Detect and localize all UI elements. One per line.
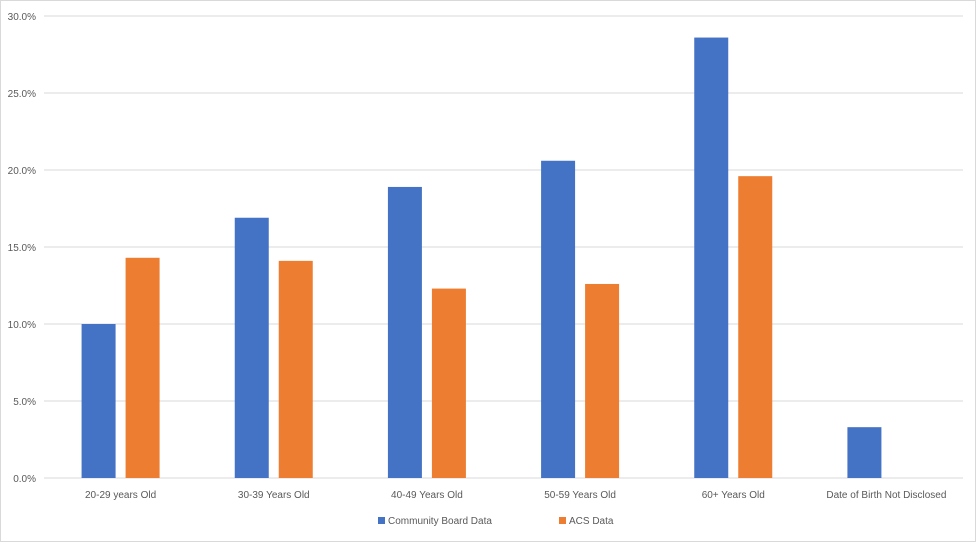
x-category-label: 30-39 Years Old (238, 490, 310, 501)
y-tick-label: 30.0% (8, 12, 36, 23)
legend-swatch (378, 517, 385, 524)
y-tick-label: 25.0% (8, 89, 36, 100)
x-category-label: 40-49 Years Old (391, 490, 463, 501)
legend-swatch (559, 517, 566, 524)
community-board-bar (541, 160, 576, 478)
x-category-label: 50-59 Years Old (544, 490, 616, 501)
y-tick-label: 0.0% (13, 474, 36, 485)
y-tick-label: 20.0% (8, 166, 36, 177)
y-tick-label: 10.0% (8, 320, 36, 331)
community-board-bar (847, 427, 882, 478)
y-tick-label: 15.0% (8, 243, 36, 254)
bars (81, 37, 882, 479)
legend: Community Board Data ACS Data (378, 516, 614, 527)
acs-bar (585, 283, 620, 478)
gridlines (44, 15, 963, 479)
acs-bar (431, 288, 466, 478)
y-tick-label: 5.0% (13, 397, 36, 408)
legend-label: ACS Data (569, 516, 614, 527)
community-board-bar (234, 217, 269, 479)
acs-bar (278, 260, 313, 478)
x-category-label: Date of Birth Not Disclosed (826, 490, 946, 501)
acs-bar (738, 176, 773, 478)
community-board-bar (694, 37, 729, 479)
legend-label: Community Board Data (388, 516, 492, 527)
acs-bar (125, 257, 160, 478)
y-axis-ticks: 0.0% 5.0% 10.0% 15.0% 20.0% 25.0% 30.0% (8, 12, 36, 485)
community-board-bar (81, 324, 116, 478)
x-axis-categories: 20-29 years Old 30-39 Years Old 40-49 Year… (85, 490, 946, 501)
x-category-label: 20-29 years Old (85, 490, 156, 501)
x-category-label: 60+ Years Old (702, 490, 765, 501)
community-board-bar (387, 186, 422, 478)
